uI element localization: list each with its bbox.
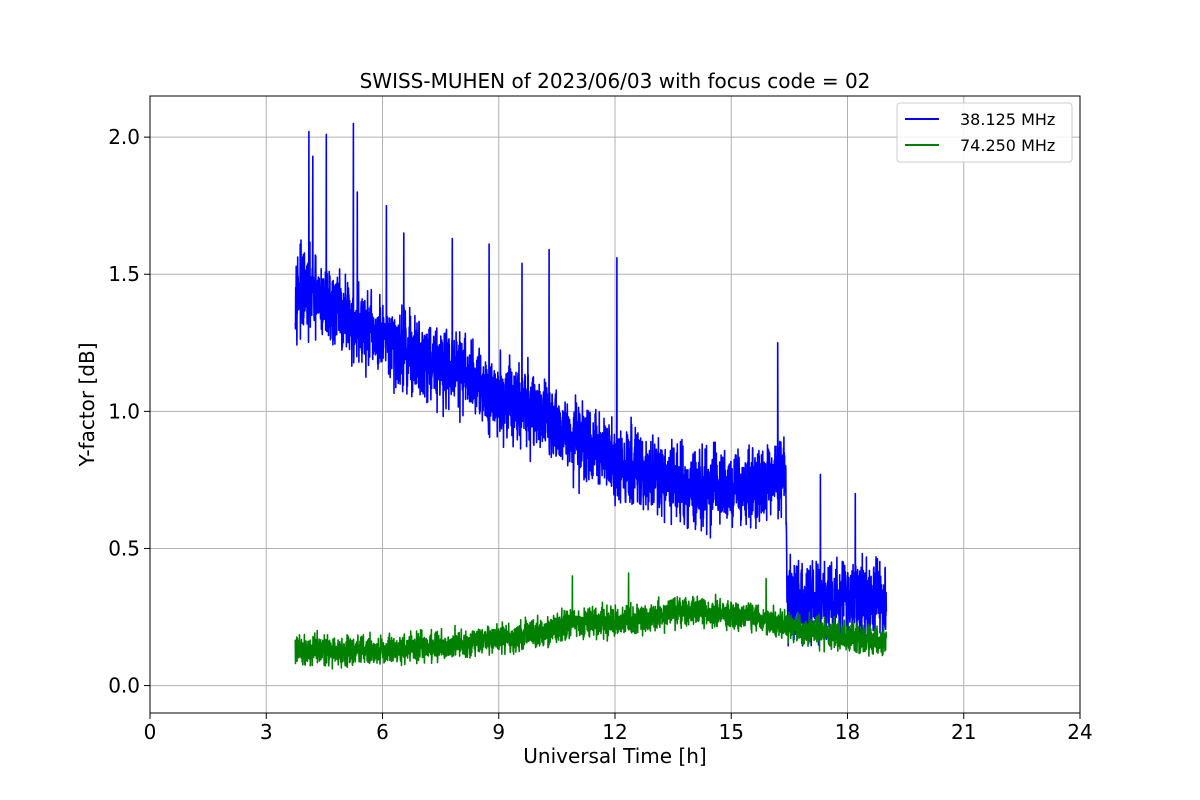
legend-box [896,102,1073,163]
x-tick-label: 12 [602,720,627,744]
x-tick-label: 21 [951,720,976,744]
x-tick-label: 24 [1067,720,1092,744]
x-tick-label: 18 [835,720,860,744]
y-tick-label: 1.0 [108,399,140,423]
x-tick-label: 6 [376,720,389,744]
y-tick-label: 2.0 [108,125,140,149]
legend: 38.125 MHz 74.250 MHz [896,102,1073,163]
y-axis-label: Y-factor [dB] [75,342,99,467]
x-axis-label: Universal Time [h] [523,744,706,768]
x-tick-label: 0 [144,720,157,744]
chart-title: SWISS-MUHEN of 2023/06/03 with focus cod… [360,69,871,93]
x-tick-label: 3 [260,720,273,744]
axis-ticks: 0 3 6 9 12 15 18 21 24 0.0 0.5 1.0 1.5 2.0 [108,125,1093,744]
y-tick-label: 1.5 [108,262,140,286]
legend-label: 74.250 MHz [960,136,1055,155]
y-tick-label: 0.0 [108,674,140,698]
y-tick-label: 0.5 [108,536,140,560]
series-line-2 [294,572,888,670]
series-layer [294,122,888,670]
x-tick-label: 15 [719,720,744,744]
legend-label: 38.125 MHz [960,110,1055,129]
x-tick-label: 9 [492,720,505,744]
